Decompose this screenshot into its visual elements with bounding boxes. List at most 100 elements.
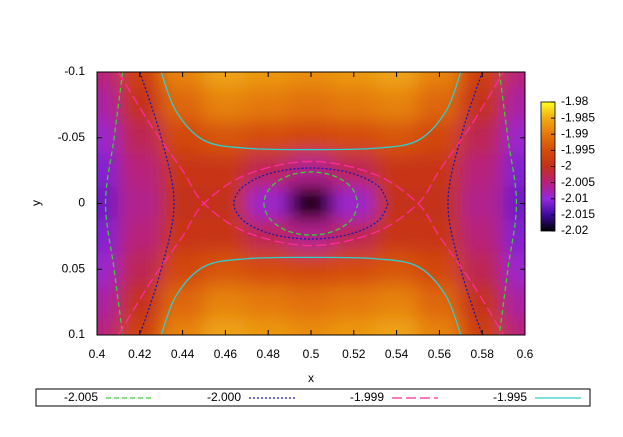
heat-cell xyxy=(117,252,162,287)
heat-cell xyxy=(374,186,419,221)
heat-cell xyxy=(246,285,291,320)
heat-cell xyxy=(331,285,376,320)
heat-cell xyxy=(289,285,333,320)
heat-cell xyxy=(460,153,505,188)
heat-cell xyxy=(117,153,162,188)
heatmap xyxy=(97,72,525,335)
heat-cell xyxy=(97,186,119,221)
heat-cell xyxy=(417,72,462,89)
heat-cell xyxy=(374,120,419,155)
x-tick-label: 0.56 xyxy=(428,347,452,361)
heat-cell xyxy=(117,318,162,335)
colorbar-tick-label: -1.995 xyxy=(561,143,595,157)
heat-cell xyxy=(97,252,119,287)
y-tick-label: -0.1 xyxy=(64,64,85,78)
heat-cell xyxy=(160,285,205,320)
heat-cell xyxy=(417,87,462,122)
heat-cell xyxy=(503,252,525,287)
heat-cell xyxy=(97,153,119,188)
heat-cell xyxy=(503,153,525,188)
heat-cell xyxy=(117,219,162,254)
x-tick-label: 0.5 xyxy=(303,347,320,361)
heat-cell xyxy=(460,219,505,254)
heat-cell xyxy=(417,285,462,320)
heat-cell xyxy=(97,219,119,254)
x-tick-label: 0.4 xyxy=(89,347,106,361)
heat-cell xyxy=(417,120,462,155)
heat-cell xyxy=(246,186,291,221)
heat-cell xyxy=(203,318,248,335)
legend-label: -1.999 xyxy=(350,390,384,404)
contour-line xyxy=(139,72,483,335)
heat-cell xyxy=(289,87,333,122)
heat-cell xyxy=(374,87,419,122)
heat-cell xyxy=(503,285,525,320)
heatmap-area xyxy=(97,72,525,335)
contour-line xyxy=(117,72,505,335)
heat-cell xyxy=(203,72,248,89)
colorbar-tick-label: -1.985 xyxy=(561,110,595,124)
y-axis-label: y xyxy=(29,200,43,206)
heat-cell xyxy=(160,186,205,221)
heat-cell xyxy=(289,72,333,89)
heat-cell xyxy=(203,186,248,221)
heat-cell xyxy=(331,219,376,254)
heat-cell xyxy=(289,318,333,335)
heat-cell xyxy=(160,87,205,122)
heat-cell xyxy=(160,318,205,335)
heat-cell xyxy=(503,186,525,221)
heat-cell xyxy=(331,72,376,89)
heat-cell xyxy=(160,72,205,89)
heat-cell xyxy=(503,87,525,122)
heat-cell xyxy=(203,252,248,287)
heat-cell xyxy=(460,72,505,89)
y-tick-label: 0 xyxy=(78,196,85,210)
heat-cell xyxy=(117,285,162,320)
x-tick-label: 0.44 xyxy=(171,347,195,361)
heat-cell xyxy=(374,153,419,188)
heat-cell xyxy=(460,252,505,287)
heat-cell xyxy=(374,318,419,335)
x-axis-label: x xyxy=(308,371,314,385)
heat-cell xyxy=(289,219,333,254)
heat-cell xyxy=(203,87,248,122)
heat-cell xyxy=(289,186,333,221)
heat-cell xyxy=(460,120,505,155)
colorbar-tick-label: -2 xyxy=(561,159,572,173)
contour-line xyxy=(104,72,518,335)
colorbar-tick-label: -2.015 xyxy=(561,207,595,221)
heat-cell xyxy=(374,219,419,254)
heat-cell xyxy=(503,72,525,89)
legend-label: -2.000 xyxy=(207,390,241,404)
heat-cell xyxy=(97,72,119,89)
heat-cell xyxy=(203,120,248,155)
heat-cell xyxy=(203,153,248,188)
heat-cell xyxy=(117,120,162,155)
colorbar-tick-label: -2.01 xyxy=(561,191,589,205)
heat-cell xyxy=(503,219,525,254)
legend-label: -2.005 xyxy=(64,390,98,404)
heat-cell xyxy=(374,72,419,89)
y-tick-label: -0.05 xyxy=(58,130,86,144)
heat-cell xyxy=(417,252,462,287)
x-tick-label: 0.54 xyxy=(385,347,409,361)
heat-cell xyxy=(460,186,505,221)
contours xyxy=(104,72,518,335)
heat-cell xyxy=(417,186,462,221)
x-tick-label: 0.52 xyxy=(342,347,366,361)
heat-cell xyxy=(203,285,248,320)
x-tick-label: 0.48 xyxy=(257,347,281,361)
heat-cell xyxy=(117,72,162,89)
colorbar-axis: -1.98 -1.985 -1.99 -1.995 -2 -2.005 -2.01 -2.01… xyxy=(551,94,595,237)
axes: 0.4 0.42 0.44 0.46 0.48 0.5 0.52 0.54 0.56 0.58 0.… xyxy=(58,64,534,361)
heat-cell xyxy=(460,318,505,335)
contour-line xyxy=(160,72,462,335)
heat-cell xyxy=(97,87,119,122)
heat-cell xyxy=(289,153,333,188)
x-tick-label: 0.46 xyxy=(214,347,238,361)
heat-cell xyxy=(246,87,291,122)
heat-cell xyxy=(460,87,505,122)
heat-cell xyxy=(460,285,505,320)
